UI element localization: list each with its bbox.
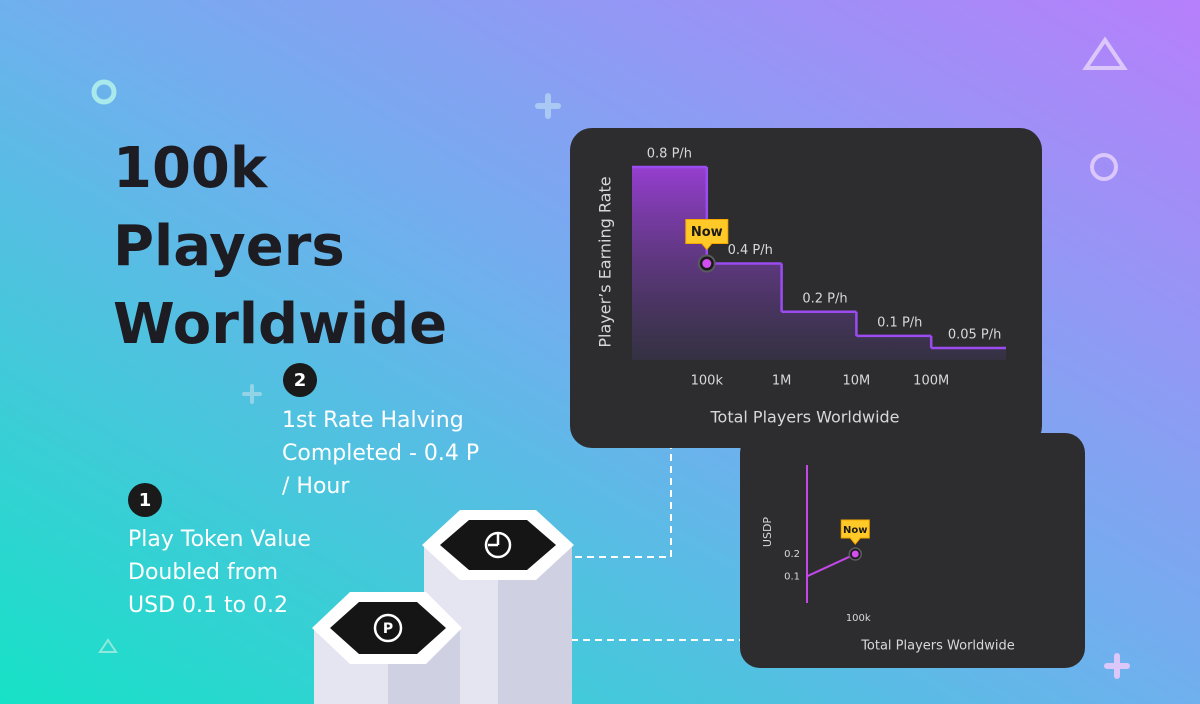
step-number: 2 [294, 370, 307, 391]
connector [463, 448, 740, 641]
data-label: 0.4 P/h [728, 243, 773, 258]
chart-card [740, 433, 1085, 668]
now-dot [702, 259, 712, 268]
now-dot [851, 550, 859, 558]
deco-triangle [1082, 36, 1128, 70]
now-bubble [685, 219, 729, 251]
data-label: 0.8 P/h [647, 147, 692, 162]
deco-plus [242, 384, 262, 404]
y-tick-label: 0.2 [784, 549, 800, 560]
now-bubble [840, 519, 870, 545]
x-tick-label: 100M [913, 374, 949, 389]
data-label: 0.2 P/h [802, 291, 847, 306]
step-badge [128, 483, 162, 517]
annotation: Now [691, 225, 723, 240]
x-tick-label: 100k [846, 613, 871, 624]
data-label: 0.05 P/h [948, 327, 1002, 342]
x-axis-label: Total Players Worldwide [709, 408, 899, 427]
y-tick-label: 0.1 [784, 571, 800, 582]
line [806, 553, 856, 578]
annotation: Now [843, 525, 867, 536]
svg-text:P: P [383, 621, 393, 637]
headline: 100k Players Worldwide [113, 136, 448, 357]
deco-circle [1090, 153, 1118, 181]
step-number: 1 [139, 490, 152, 511]
token-pillar: P [312, 592, 462, 704]
deco-circle [91, 79, 117, 105]
step-text: Play Token Value Doubled from USD 0.1 to… [128, 527, 311, 618]
data-label: 0.1 P/h [877, 315, 922, 330]
x-axis-label: Total Players Worldwide [860, 639, 1015, 654]
deco-plus [1104, 653, 1130, 679]
x-tick-label: 100k [691, 374, 724, 389]
step-badge [283, 363, 317, 397]
deco-triangle [98, 638, 118, 653]
x-tick-label: 10M [843, 374, 871, 389]
step-text: 1st Rate Halving Completed - 0.4 P / Hou… [282, 408, 480, 499]
area-fill [632, 167, 1006, 360]
y-axis-label: USDP [761, 517, 774, 548]
x-tick-label: 1M [772, 374, 792, 389]
y-axis-label: Player’s Earning Rate [596, 176, 615, 347]
token-pillar [422, 510, 574, 704]
deco-plus [535, 93, 561, 119]
